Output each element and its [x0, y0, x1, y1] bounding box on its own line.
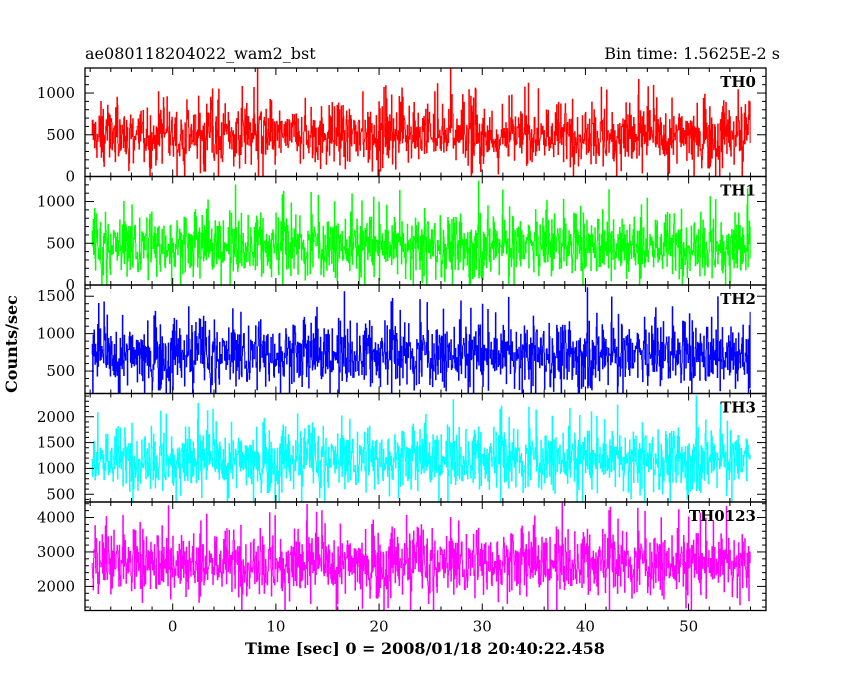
panel-label: TH0123: [689, 507, 756, 525]
panel-label: TH2: [720, 290, 756, 308]
panel-th3: 500 1000 1500 2000 TH3: [37, 392, 767, 503]
panel-label: TH0: [720, 73, 756, 91]
x-tick-label: 50: [679, 618, 698, 636]
y-tick-label: 500: [46, 362, 75, 380]
x-axis-title: Time [sec] 0 = 2008/01/18 20:40:22.458: [245, 639, 605, 658]
panel-label: TH1: [720, 182, 756, 200]
series-trace-th1: [91, 180, 751, 285]
y-tick-label: 1500: [37, 287, 75, 305]
series-trace-th0: [91, 68, 751, 177]
y-tick-label: 1500: [37, 434, 75, 452]
panel-th1: 0 500 1000 TH1: [37, 175, 767, 294]
y-tick-label: 1000: [37, 84, 75, 102]
series-trace-th3: [91, 395, 751, 502]
panel-th0: 0 500 1000 TH0: [37, 67, 767, 186]
header-title: ae080118204022_wam2_bst: [85, 44, 316, 63]
x-tick-label: 20: [370, 618, 389, 636]
y-tick-label: 3000: [37, 543, 75, 561]
panel-label: TH3: [720, 399, 756, 417]
y-tick-label: 2000: [37, 408, 75, 426]
x-tick-label: 40: [576, 618, 595, 636]
y-tick-label: 2000: [37, 577, 75, 595]
y-tick-label: 0: [65, 276, 75, 294]
x-tick-label: 10: [266, 618, 285, 636]
series-trace-th2: [91, 287, 751, 394]
y-axis-title: Counts/sec: [2, 295, 21, 393]
series-trace-th0123: [91, 502, 751, 611]
y-tick-label: 1000: [37, 459, 75, 477]
y-tick-label: 1000: [37, 193, 75, 211]
y-tick-label: 500: [46, 234, 75, 252]
y-tick-label: 500: [46, 485, 75, 503]
panel-th2: 500 1000 1500 TH2: [37, 284, 767, 395]
panel-frame: [84, 501, 767, 612]
y-tick-label: 0: [65, 168, 75, 186]
x-tick-label: 0: [168, 618, 178, 636]
y-tick-label: 1000: [37, 325, 75, 343]
panel-th0123: 2000 3000 4000 TH0123: [37, 501, 767, 612]
y-tick-label: 4000: [37, 509, 75, 527]
x-tick-label: 30: [473, 618, 492, 636]
header-bin-time: Bin time: 1.5625E-2 s: [604, 44, 780, 63]
y-tick-label: 500: [46, 126, 75, 144]
